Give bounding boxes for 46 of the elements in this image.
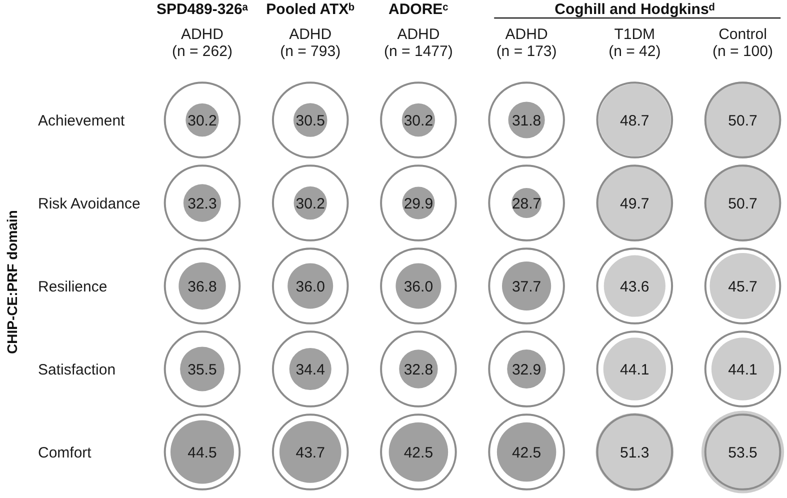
data-label: 45.7 [728,278,758,296]
x-tick-label: ADHD (n = 1477) [384,26,453,60]
data-label: 36.0 [404,278,434,296]
data-label: 35.5 [188,361,217,378]
data-label: 30.2 [404,112,434,130]
data-label: 37.7 [512,278,542,296]
x-tick-label: ADHD (n = 173) [496,26,557,60]
data-label: 30.5 [296,112,325,130]
data-label: 44.1 [728,361,758,378]
text: ADOREᶜ [388,1,449,18]
y-tick-label: Achievement [38,112,126,130]
data-label: 32.3 [188,195,217,212]
x-tick-label: ADHD (n = 793) [280,26,341,60]
data-label: 30.2 [296,195,325,212]
y-tick-label: Risk Avoidance [38,195,140,212]
x-tick-label: ADHD (n = 262) [172,26,232,60]
text: SPD489-326ᵃ [156,1,248,18]
y-tick-label: Resilience [38,278,108,296]
data-label: 31.8 [512,112,542,130]
y-axis-title: CHIP-CE:PRF domain [4,210,20,354]
x-tick-label: Control (n = 100) [712,26,773,60]
text: Coghill and Hodgkinsᵈ [554,1,715,18]
data-label: 30.2 [188,112,217,130]
data-label: 43.7 [296,444,325,462]
text: Pooled ATXᵇ [266,1,355,18]
x-tick-label: T1DM (n = 42) [608,26,661,60]
data-label: 34.4 [296,361,325,378]
data-label: 44.1 [620,361,650,378]
y-tick-label: Comfort [38,444,92,462]
data-label: 32.8 [404,361,434,378]
data-label: 51.3 [620,444,650,462]
data-label: 48.7 [620,112,650,130]
data-label: 53.5 [728,444,758,462]
data-label: 36.8 [188,278,217,296]
data-label: 42.5 [512,444,542,462]
data-label: 36.0 [296,278,325,296]
data-label: 44.5 [188,444,217,462]
data-label: 32.9 [512,361,542,378]
data-label: 29.9 [404,195,434,212]
y-tick-label: Satisfaction [38,361,116,378]
data-label: 50.7 [728,195,758,212]
data-label: 43.6 [620,278,650,296]
data-label: 42.5 [404,444,434,462]
data-label: 50.7 [728,112,758,130]
data-label: 28.7 [512,195,542,212]
data-label: 49.7 [620,195,650,212]
